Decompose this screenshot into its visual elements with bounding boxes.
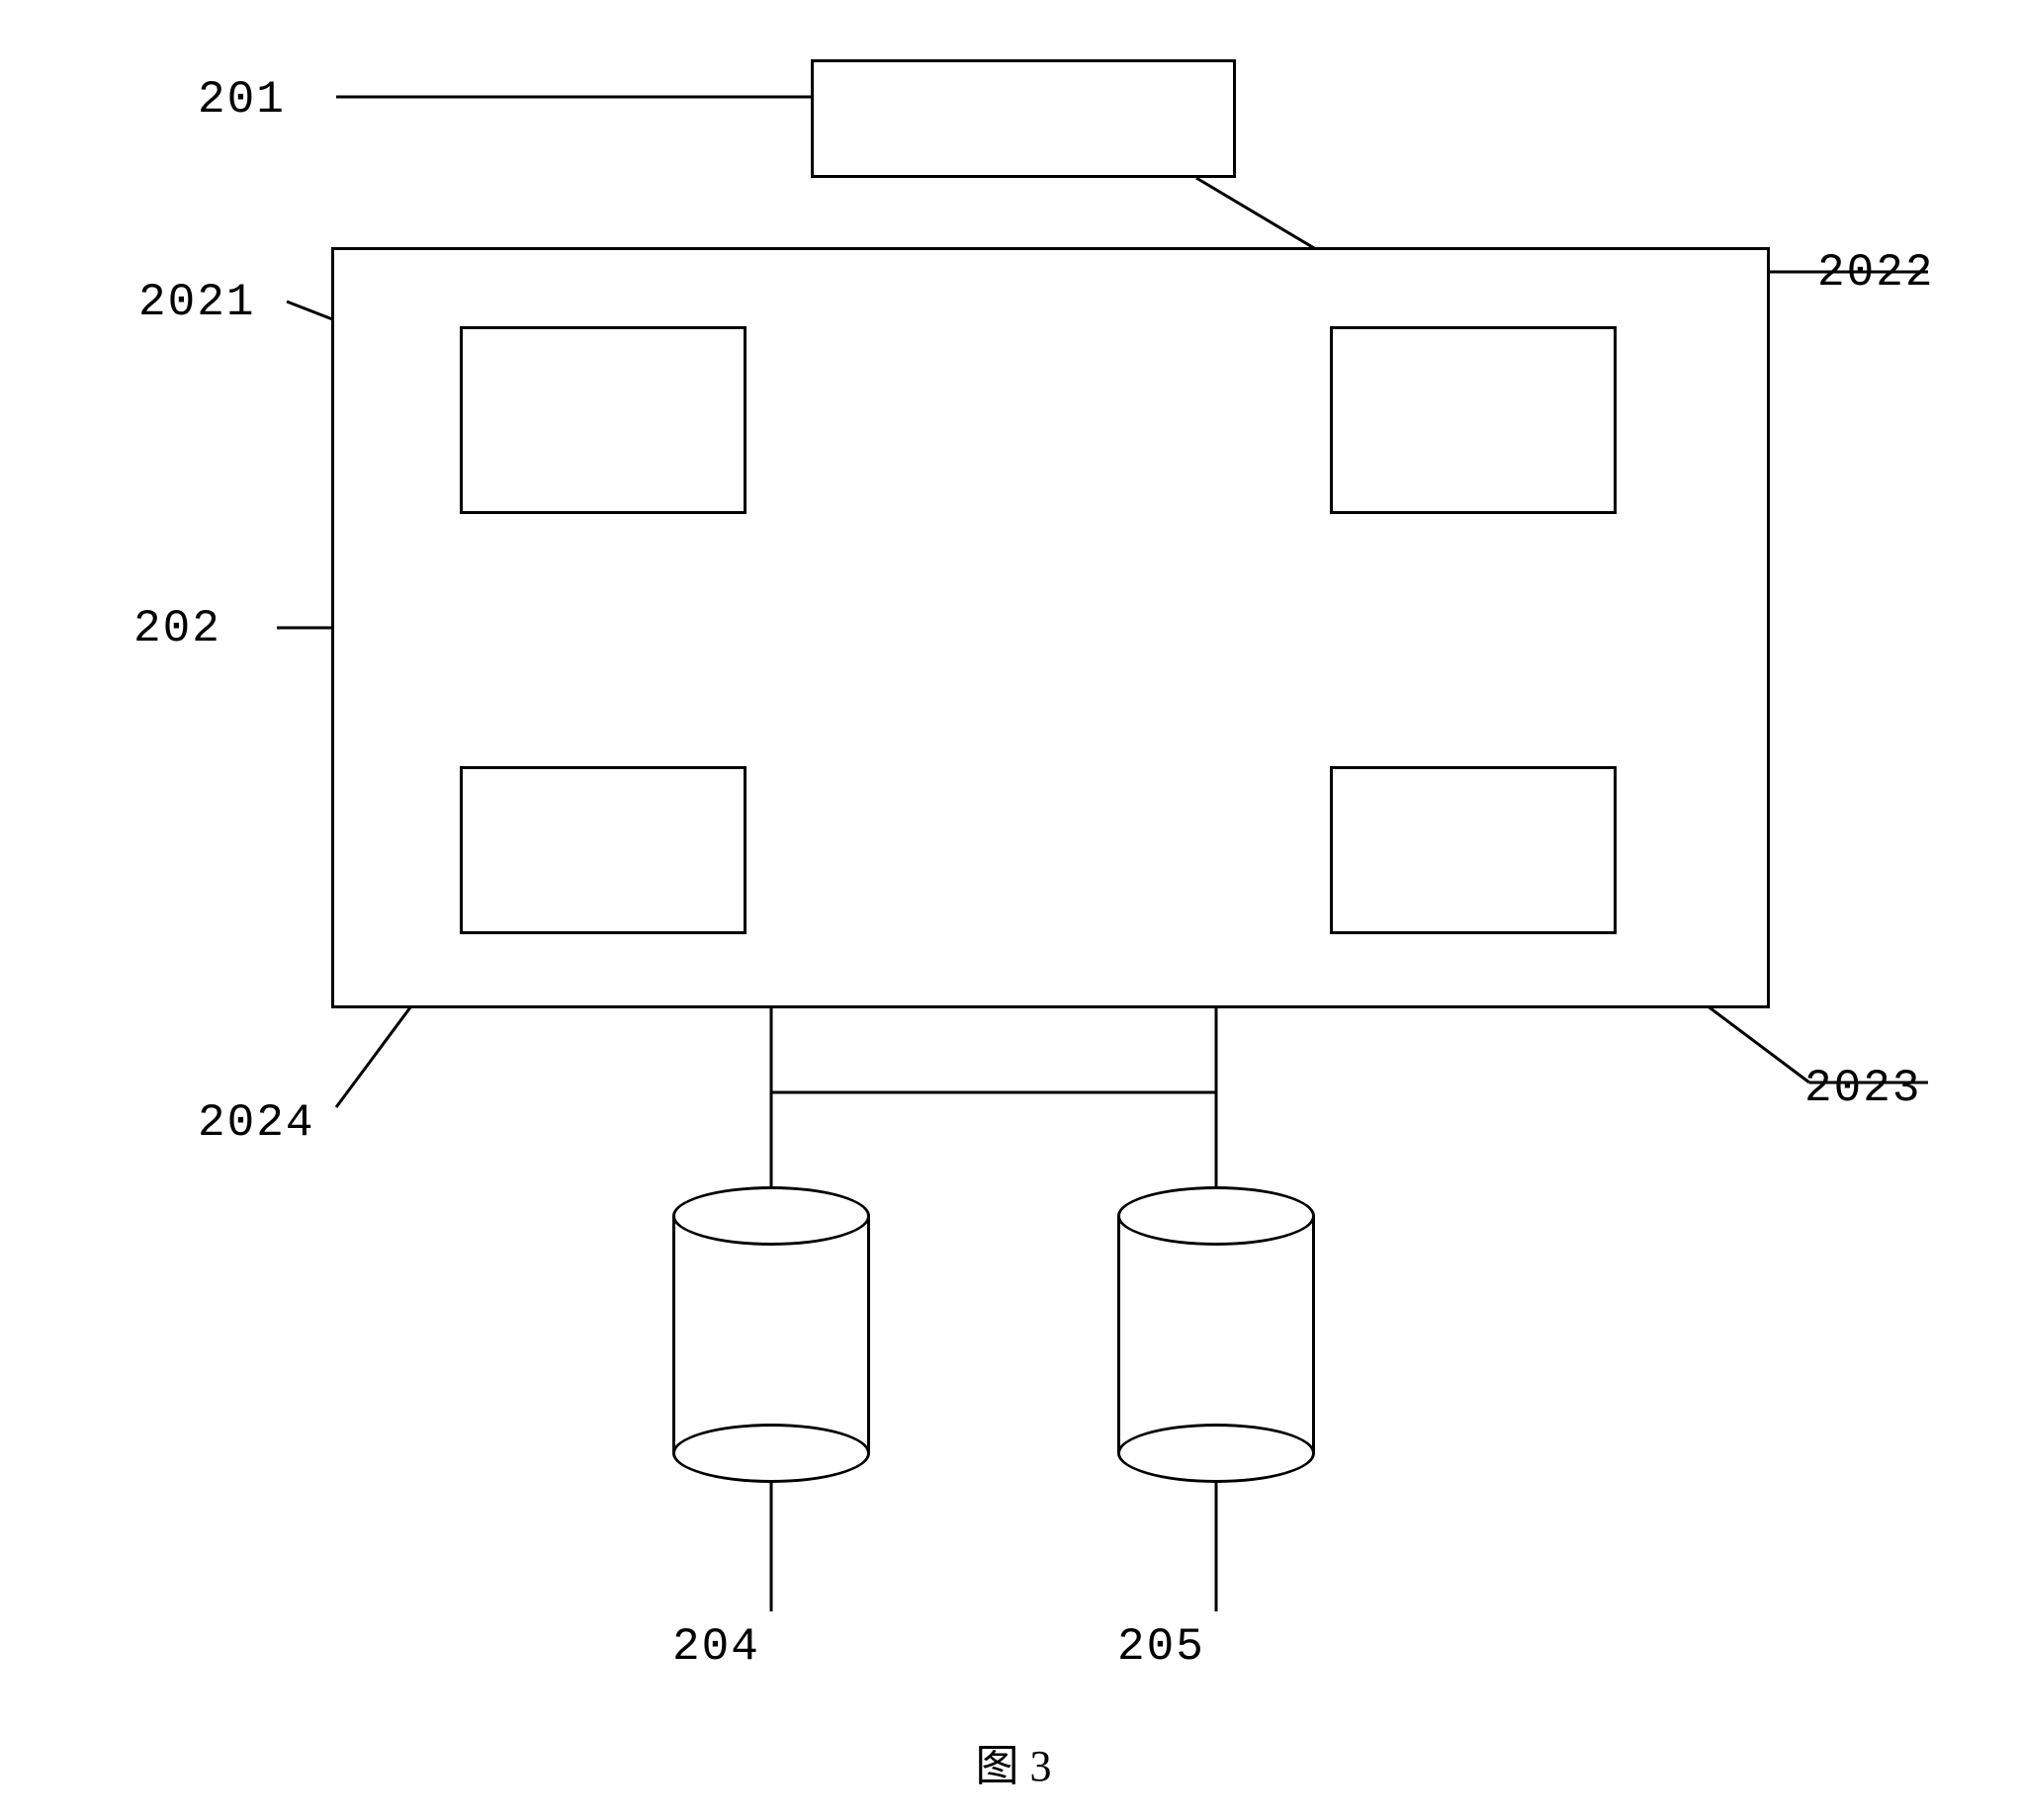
figure-caption: 图 3 <box>939 1730 1088 1793</box>
box-2021 <box>460 326 747 514</box>
label-202: 202 <box>133 603 221 654</box>
label-2023: 2023 <box>1804 1063 1921 1114</box>
diagram-canvas: 201 2021 2022 202 2024 2023 204 205 图 3 <box>0 0 2020 1820</box>
label-2022: 2022 <box>1817 247 1934 299</box>
cylinder-204 <box>672 1186 870 1483</box>
label-204: 204 <box>672 1621 760 1673</box>
box-2023 <box>1330 766 1617 934</box>
label-2024: 2024 <box>198 1097 314 1149</box>
cylinder-205 <box>1117 1186 1315 1483</box>
box-2024 <box>460 766 747 934</box>
label-205: 205 <box>1117 1621 1205 1673</box>
box-201 <box>811 59 1236 178</box>
label-2021: 2021 <box>138 277 255 328</box>
box-2022 <box>1330 326 1617 514</box>
label-201: 201 <box>198 74 286 126</box>
